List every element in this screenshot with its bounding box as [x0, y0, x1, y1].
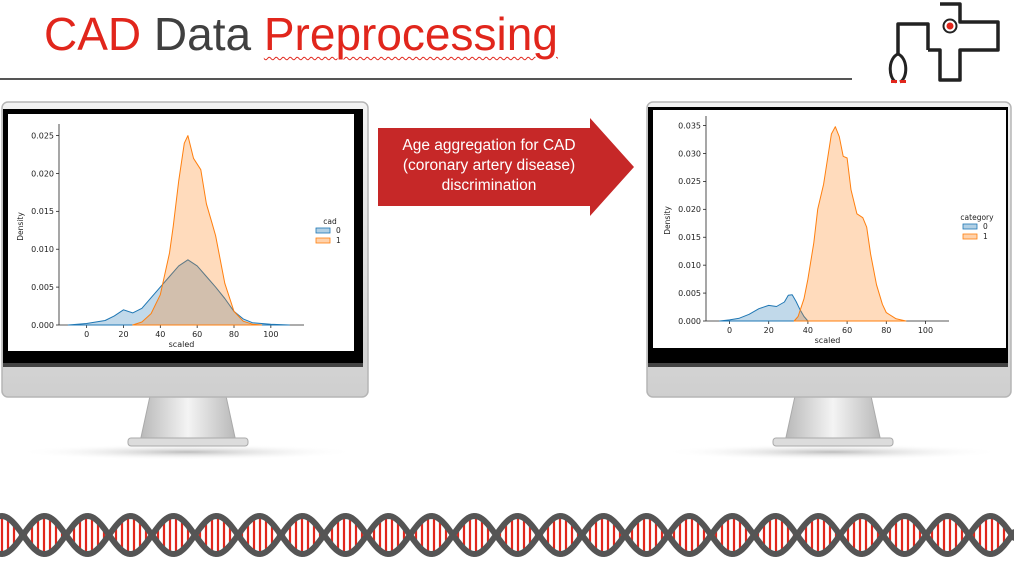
title-data: Data [153, 8, 252, 60]
legend-label-0: 0 [336, 226, 341, 235]
legend-label-0: 0 [983, 222, 988, 231]
legend-label-1: 1 [336, 236, 341, 245]
x-tick-label: 40 [803, 326, 813, 335]
x-tick-label: 40 [155, 330, 165, 339]
monitor-right: 0.000 0.005 0.010 0.015 0.020 0.025 0.030 0.035… [645, 100, 1014, 465]
monitor-left: 0.000 0.005 0.010 0.015 0.020 0.025 0 20 40 60 80 1… [0, 100, 372, 465]
x-tick-label: 60 [842, 326, 852, 335]
series-1-area [132, 135, 263, 326]
y-axis-label: Density [16, 212, 25, 241]
title-preprocessing: Preprocessing [263, 8, 558, 60]
y-tick-label: 0.010 [31, 245, 54, 254]
callout-line-3: discrimination [441, 177, 537, 194]
y-tick-label: 0.015 [678, 233, 701, 242]
x-tick-label: 20 [764, 326, 774, 335]
y-tick-label: 0.030 [678, 149, 701, 158]
legend-swatch-1 [962, 233, 978, 240]
kde-chart-category: 0.000 0.005 0.010 0.015 0.020 0.025 0.030 0.035… [663, 116, 994, 345]
x-axis-label: scaled [169, 340, 195, 349]
x-tick-label: 0 [727, 326, 732, 335]
series-1-area [793, 126, 907, 322]
kde-chart-cad: 0.000 0.005 0.010 0.015 0.020 0.025 0 20 40 60 80 1… [16, 124, 341, 349]
series-0-area [719, 294, 809, 322]
series-0-area [67, 259, 290, 326]
y-tick-label: 0.005 [31, 283, 54, 292]
legend-title: cad [323, 217, 337, 226]
x-tick-label: 60 [192, 330, 202, 339]
callout-line-1: Age aggregation for CAD [402, 137, 576, 154]
arrow-callout [378, 118, 634, 216]
legend-swatch-0 [962, 223, 978, 230]
y-tick-label: 0.035 [678, 121, 701, 130]
x-tick-label: 80 [229, 330, 239, 339]
y-tick-label: 0.000 [31, 321, 54, 330]
legend-label-1: 1 [983, 232, 988, 241]
x-tick-label: 80 [881, 326, 891, 335]
x-tick-label: 20 [118, 330, 128, 339]
legend-title: category [960, 213, 994, 222]
page-title: CAD Data Preprocessing [44, 6, 558, 62]
y-tick-label: 0.000 [678, 317, 701, 326]
x-tick-label: 100 [263, 330, 278, 339]
legend-swatch-1 [315, 237, 331, 244]
x-tick-label: 0 [84, 330, 89, 339]
title-cad: CAD [44, 8, 142, 60]
title-divider [0, 78, 852, 80]
arrow-callout-text: Age aggregation for CAD (coronary artery… [378, 136, 600, 196]
dna-strand [0, 512, 1014, 558]
y-tick-label: 0.015 [31, 207, 54, 216]
y-tick-label: 0.025 [31, 131, 54, 140]
y-axis-label: Density [663, 206, 672, 235]
y-tick-label: 0.020 [31, 169, 54, 178]
y-tick-label: 0.025 [678, 177, 701, 186]
x-tick-label: 100 [918, 326, 933, 335]
callout-line-2: (coronary artery disease) [402, 157, 576, 174]
y-tick-label: 0.020 [678, 205, 701, 214]
dna-strand [0, 512, 1014, 558]
x-axis-label: scaled [815, 336, 841, 345]
legend-swatch-0 [315, 227, 331, 234]
medical-cross-stethoscope-logo [888, 2, 1000, 84]
dna-helix-decoration [0, 512, 1014, 558]
y-tick-label: 0.010 [678, 261, 701, 270]
y-tick-label: 0.005 [678, 289, 701, 298]
